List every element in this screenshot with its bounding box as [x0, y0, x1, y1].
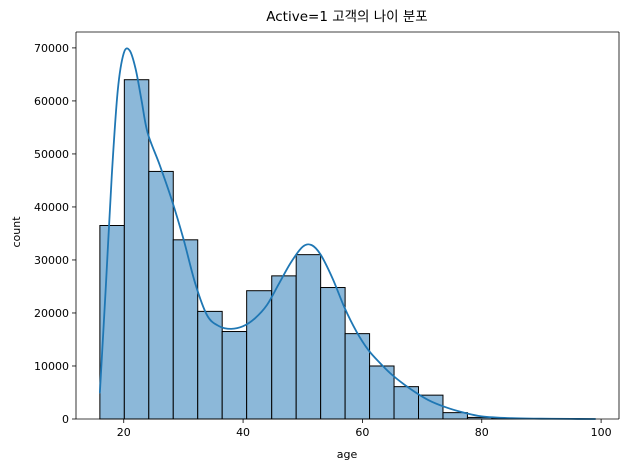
y-tick-label: 30000 — [34, 254, 69, 267]
x-tick-label: 100 — [591, 426, 612, 439]
x-tick-label: 80 — [475, 426, 489, 439]
y-tick-label: 60000 — [34, 95, 69, 108]
y-axis-label: count — [10, 216, 23, 248]
histogram-bars — [99, 79, 596, 420]
y-tick-label: 40000 — [34, 201, 69, 214]
x-axis-label: age — [337, 448, 358, 461]
y-tick-label: 50000 — [34, 148, 69, 161]
y-tick-label: 10000 — [34, 360, 69, 373]
y-tick-label: 0 — [62, 413, 69, 426]
histogram-bar-7 — [271, 275, 297, 420]
histogram-bar-10 — [344, 333, 371, 420]
x-tick-label: 40 — [236, 426, 250, 439]
histogram-bar-6 — [246, 290, 273, 420]
histogram-bar-14 — [442, 412, 468, 420]
y-tick-label: 20000 — [34, 307, 69, 320]
axes: 20 40 60 80 100 0 10000 20000 30000 40000 50000 600… — [34, 31, 620, 439]
histogram-bar-3 — [172, 239, 199, 420]
chart-title: Active=1 고객의 나이 분포 — [266, 9, 427, 25]
y-tick-label: 70000 — [34, 42, 69, 55]
x-tick-label: 60 — [355, 426, 369, 439]
histogram-bar-4 — [197, 310, 223, 420]
histogram-bar-1 — [123, 79, 150, 420]
histogram-bar-2 — [148, 170, 174, 420]
x-tick-label: 20 — [117, 426, 131, 439]
histogram-bar-9 — [320, 287, 346, 420]
histogram-bar-8 — [295, 254, 322, 420]
histogram-bar-13 — [418, 394, 444, 420]
histogram-bar-5 — [221, 331, 248, 420]
kde-density-line — [98, 47, 597, 420]
